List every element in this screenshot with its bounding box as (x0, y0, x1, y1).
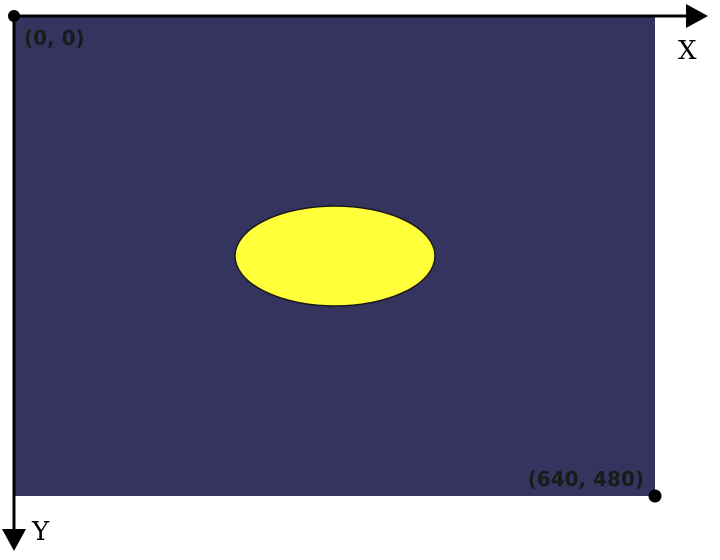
yellow-ellipse (234, 205, 436, 307)
origin-label: (0, 0) (24, 26, 85, 50)
x-axis-arrowhead (686, 4, 708, 28)
corner-dot (648, 489, 662, 503)
corner-label: (640, 480) (528, 467, 644, 491)
y-axis-label: Y (31, 517, 50, 547)
y-axis-arrowhead (2, 529, 26, 551)
x-axis-label: X (678, 36, 697, 66)
origin-dot (8, 10, 20, 22)
